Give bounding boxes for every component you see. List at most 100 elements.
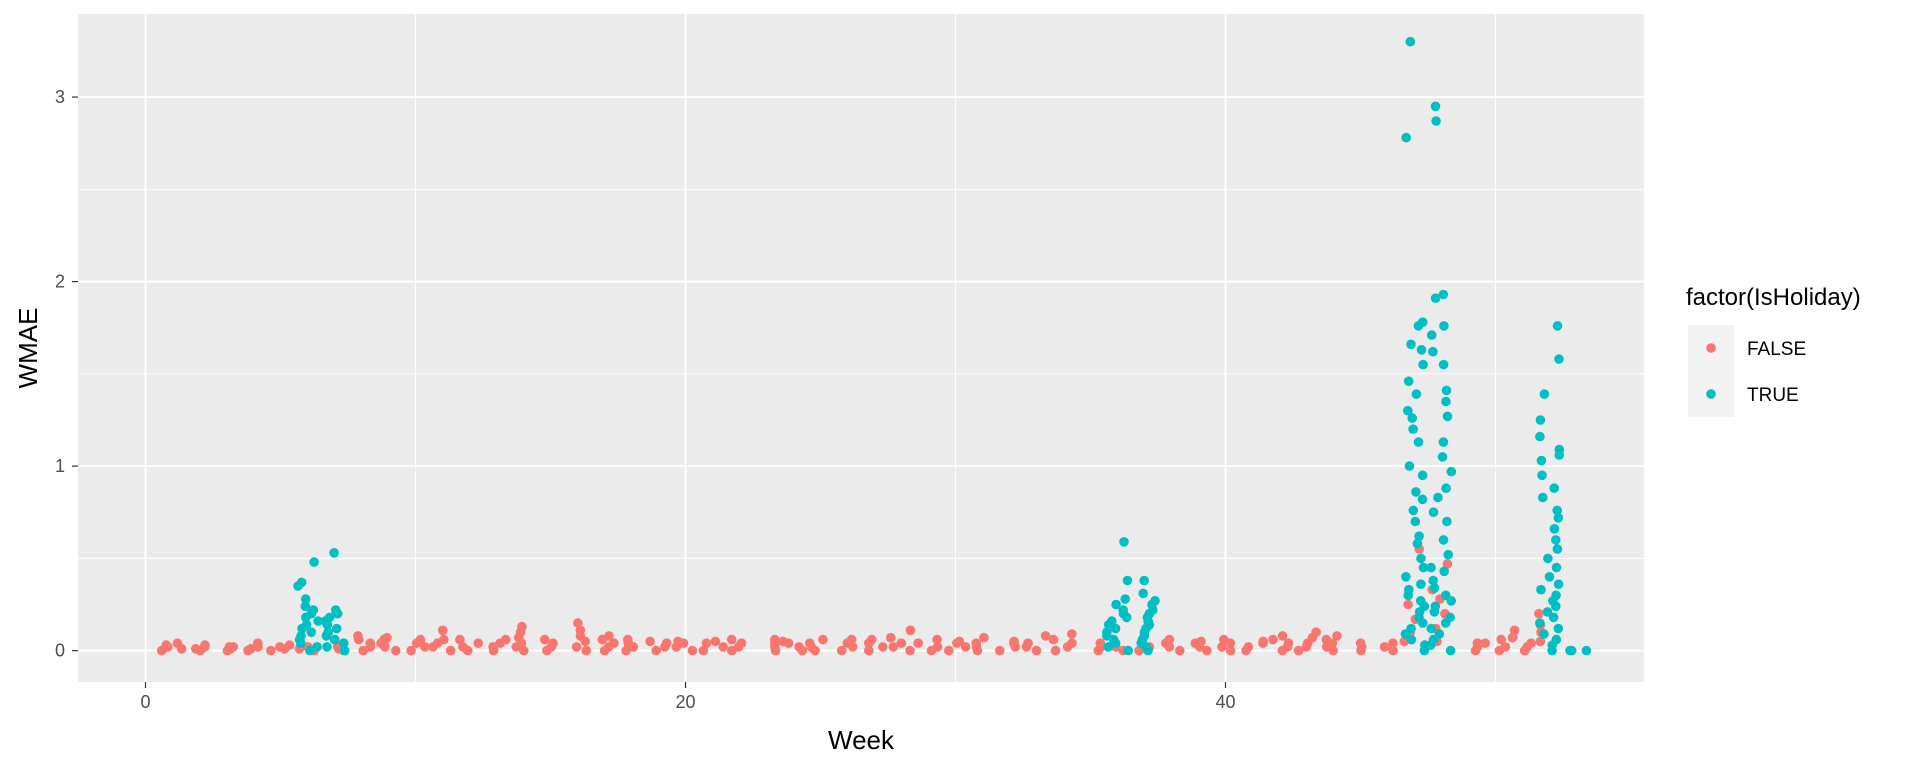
point-false (846, 634, 857, 645)
point-true (1417, 470, 1428, 481)
point-false (1388, 638, 1398, 648)
point-true (1428, 507, 1439, 517)
point-false (406, 645, 416, 656)
point-true (1535, 431, 1545, 442)
point-false (415, 634, 426, 645)
point-true (322, 642, 332, 652)
point-false (517, 621, 527, 632)
point-true (1551, 590, 1561, 601)
point-false (886, 632, 896, 643)
point-true (1548, 612, 1559, 623)
point-true (309, 557, 319, 567)
point-true (1406, 339, 1416, 350)
point-true (1426, 330, 1437, 340)
legend-key-true (1706, 389, 1716, 399)
point-true (306, 627, 317, 637)
point-true (1418, 359, 1428, 370)
y-tick-label: 3 (55, 87, 65, 107)
point-false (1472, 638, 1483, 648)
x-tick-label: 40 (1215, 692, 1235, 712)
point-true (1536, 455, 1547, 466)
y-tick-label: 1 (55, 456, 65, 476)
legend-title: factor(IsHoliday) (1686, 284, 1861, 311)
point-true (1403, 376, 1414, 387)
point-false (382, 632, 392, 643)
point-true (1554, 354, 1564, 364)
point-false (726, 634, 737, 645)
point-false (1388, 645, 1398, 656)
point-true (1416, 345, 1427, 355)
point-false (698, 645, 709, 656)
point-false (439, 634, 449, 645)
point-true (1441, 396, 1451, 407)
point-true (1138, 588, 1148, 599)
point-true (1553, 623, 1564, 634)
point-false (1009, 636, 1019, 647)
point-true (339, 645, 350, 656)
point-false (971, 638, 981, 648)
point-true (1552, 505, 1562, 516)
point-true (1551, 562, 1562, 573)
point-true (324, 612, 335, 623)
point-true (329, 634, 340, 645)
point-false (1196, 636, 1206, 647)
point-true (1102, 627, 1112, 637)
point-true (1429, 583, 1440, 593)
point-false (687, 645, 698, 656)
point-false (161, 640, 171, 650)
point-true (1139, 575, 1149, 586)
point-true (1446, 466, 1457, 477)
point-false (770, 634, 780, 645)
point-true (1408, 505, 1419, 516)
point-true (1406, 634, 1417, 645)
point-true (1408, 424, 1418, 435)
point-false (960, 642, 971, 652)
point-true (1430, 101, 1441, 112)
point-true (1403, 405, 1413, 416)
point-true (296, 577, 307, 588)
point-false (1225, 645, 1236, 656)
point-true (312, 642, 322, 652)
point-true (1103, 642, 1114, 652)
point-true (1120, 594, 1130, 604)
point-true (305, 645, 315, 656)
point-false (979, 632, 989, 643)
point-true (1438, 289, 1449, 300)
point-false (365, 638, 376, 648)
point-true (1426, 623, 1436, 634)
y-tick-label: 2 (55, 272, 65, 292)
axis-ticks (72, 96, 1227, 688)
point-false (473, 638, 484, 648)
point-false (1496, 634, 1506, 645)
point-true (1417, 494, 1428, 505)
point-false (1535, 636, 1546, 647)
point-false (818, 634, 828, 645)
point-false (1095, 638, 1106, 648)
point-false (391, 645, 401, 656)
point-false (1067, 638, 1077, 648)
legend: factor(IsHoliday) FALSE TRUE (1686, 284, 1861, 417)
point-true (1411, 389, 1422, 399)
point-false (458, 642, 468, 652)
point-false (905, 645, 915, 656)
point-true (1553, 579, 1564, 589)
point-false (455, 634, 465, 645)
point-false (1217, 642, 1227, 652)
point-false (623, 634, 633, 645)
point-false (1202, 645, 1212, 656)
point-false (673, 636, 683, 647)
x-axis-title: Week (828, 725, 895, 755)
point-true (1439, 321, 1449, 331)
point-true (300, 601, 311, 612)
point-false (358, 645, 369, 656)
point-false (718, 642, 728, 652)
point-false (252, 638, 263, 648)
point-true (1565, 645, 1575, 656)
point-false (1219, 634, 1229, 645)
point-false (284, 640, 295, 650)
point-false (661, 638, 672, 648)
point-true (1553, 513, 1564, 523)
point-true (1417, 317, 1428, 328)
legend-key-false (1706, 343, 1716, 353)
point-true (1441, 483, 1451, 494)
